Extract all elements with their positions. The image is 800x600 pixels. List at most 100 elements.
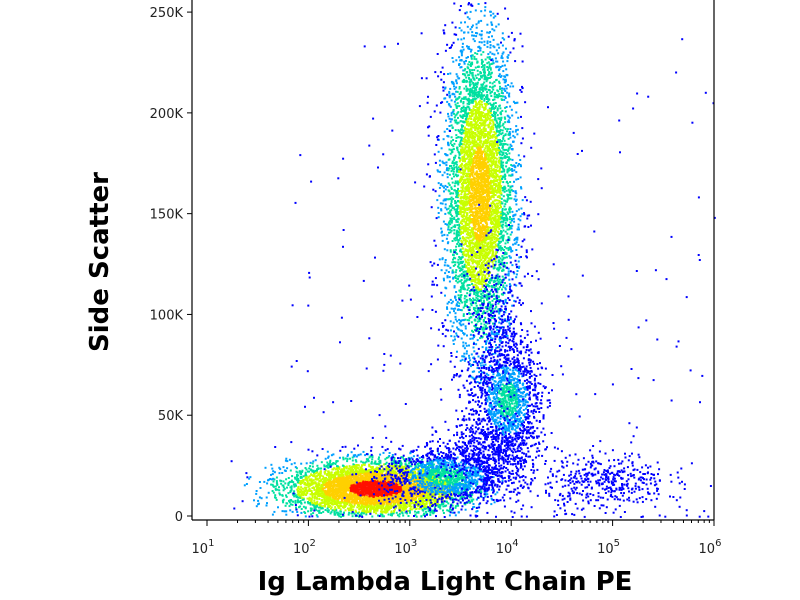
granulocyte-point	[460, 256, 463, 259]
granulocyte-point	[504, 203, 507, 206]
granulocyte-point	[464, 204, 467, 207]
granulocyte-point	[514, 60, 517, 63]
granulocyte-point	[503, 126, 506, 129]
granulocyte-point	[472, 149, 475, 152]
granulocyte-point	[474, 241, 477, 244]
granulocyte-point	[462, 69, 465, 72]
granulocyte-point	[458, 145, 461, 147]
granulocyte-point	[488, 163, 491, 166]
granulocyte-point	[472, 250, 475, 253]
granulocyte-point	[497, 152, 500, 155]
granulocyte-point	[442, 29, 445, 32]
granulocyte-point	[459, 131, 462, 134]
granulocyte-point	[493, 225, 496, 228]
granulocyte-point	[493, 183, 496, 186]
granulocyte-point	[521, 127, 524, 130]
granulocyte-point	[453, 189, 456, 192]
granulocyte-point	[486, 238, 489, 241]
granulocyte-point	[476, 157, 479, 160]
granulocyte-point	[473, 341, 475, 344]
granulocyte-point	[502, 293, 504, 296]
granulocyte-point	[477, 199, 480, 202]
granulocyte-point	[497, 69, 500, 72]
granulocyte-point	[494, 205, 497, 208]
granulocyte-point	[441, 174, 444, 177]
granulocyte-point	[462, 140, 464, 143]
granulocyte-point	[461, 319, 464, 322]
granulocyte-point	[458, 318, 461, 321]
granulocyte-point	[454, 295, 456, 298]
granulocyte-point	[511, 249, 514, 252]
granulocyte-point	[510, 168, 513, 170]
granulocyte-point	[461, 284, 464, 287]
granulocyte-point	[484, 155, 487, 158]
granulocyte-point	[461, 214, 464, 217]
granulocyte-point	[459, 178, 462, 181]
granulocyte-point	[458, 266, 461, 269]
granulocyte-point	[489, 278, 492, 281]
granulocyte-point	[455, 136, 458, 139]
granulocyte-point	[470, 204, 473, 207]
granulocyte-point	[466, 319, 469, 322]
granulocyte-point	[480, 72, 482, 75]
granulocyte-point	[478, 166, 481, 169]
granulocyte-point	[454, 225, 457, 228]
granulocyte-point	[455, 166, 458, 168]
granulocyte-point	[482, 187, 485, 190]
granulocyte-point	[489, 132, 492, 134]
granulocyte-point	[468, 117, 471, 120]
granulocyte-point	[475, 160, 478, 163]
granulocyte-point	[516, 164, 519, 167]
granulocyte-point	[471, 124, 474, 127]
granulocyte-point	[476, 174, 479, 177]
granulocyte-point	[437, 328, 440, 331]
granulocyte-point	[490, 125, 493, 128]
granulocyte-point	[455, 245, 458, 248]
granulocyte-point	[469, 219, 472, 222]
granulocyte-point	[464, 201, 467, 204]
granulocyte-point	[455, 59, 458, 62]
granulocyte-point	[517, 260, 520, 263]
granulocyte-point	[514, 166, 517, 169]
granulocyte-point	[464, 241, 467, 244]
granulocyte-point	[481, 200, 484, 203]
granulocyte-point	[474, 302, 477, 305]
granulocyte-point	[468, 284, 471, 286]
granulocyte-point	[460, 279, 463, 281]
granulocyte-point	[472, 211, 475, 214]
granulocyte-point	[464, 146, 467, 149]
granulocyte-point	[471, 126, 474, 129]
granulocyte-point	[496, 202, 499, 205]
granulocyte-point	[489, 256, 492, 259]
granulocyte-point	[470, 130, 473, 133]
granulocyte-point	[452, 60, 455, 63]
granulocyte-point	[444, 24, 447, 27]
granulocyte-point	[469, 302, 472, 305]
granulocyte-point	[476, 227, 479, 230]
granulocyte-point	[474, 291, 477, 294]
granulocyte-point	[499, 190, 502, 192]
granulocyte-point	[482, 208, 485, 211]
granulocyte-point	[483, 169, 486, 172]
granulocyte-point	[466, 334, 468, 337]
granulocyte-point	[470, 213, 472, 216]
granulocyte-point	[505, 252, 508, 255]
granulocyte-point	[482, 111, 485, 114]
granulocyte-point	[469, 393, 472, 396]
granulocyte-point	[466, 224, 469, 227]
granulocyte-point	[475, 112, 477, 115]
granulocyte-point	[448, 96, 451, 99]
granulocyte-point	[449, 298, 452, 301]
granulocyte-point	[505, 247, 508, 250]
granulocyte-point	[468, 190, 471, 193]
granulocyte-point	[452, 164, 455, 167]
granulocyte-point	[471, 131, 474, 133]
granulocyte-point	[471, 166, 474, 169]
granulocyte-point	[449, 249, 452, 252]
granulocyte-point	[465, 227, 468, 229]
granulocyte-point	[460, 171, 463, 174]
granulocyte-point	[466, 278, 469, 281]
granulocyte-point	[495, 66, 498, 69]
granulocyte-point	[479, 271, 482, 274]
granulocyte-point	[501, 37, 504, 40]
